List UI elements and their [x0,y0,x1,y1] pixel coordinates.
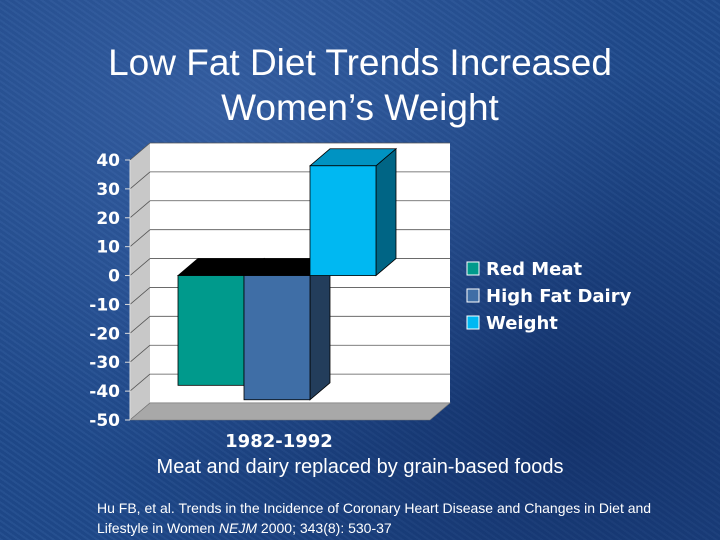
chart-side-wall [130,143,150,420]
gridline-side [129,316,151,334]
gridline-side [129,258,151,276]
bar-front [177,275,245,386]
gridline-side [129,287,151,305]
y-tick-label: 40 [96,151,120,171]
y-tick-label: -30 [89,353,120,373]
gridline-side [129,171,151,190]
slide-subtitle: Meat and dairy replaced by grain-based f… [156,456,564,478]
gridline-side [129,200,151,219]
legend-swatch [466,261,480,276]
bar-weight [308,147,398,277]
y-tick-label: 0 [108,267,120,287]
y-tick-label: -20 [89,324,120,344]
y-tick-label: 10 [96,238,120,258]
title-line-2: Women’s Weight [221,87,499,128]
citation-details: 2000; 343(8): 530-37 [257,520,392,536]
y-axis: 40 30 20 10 0 -10 -20 -30 -40 -50 1982-1992 [89,151,333,452]
bar-front [243,275,311,401]
gridline-side [129,142,151,161]
legend-item: High Fat Dairy [466,286,632,307]
legend-swatch [466,315,480,330]
bar-side [309,257,331,401]
citation-text: Hu FB, et al. Trends in the Incidence of… [97,500,652,536]
x-category-label: 1982-1992 [225,431,333,452]
legend-item: Weight [466,313,558,334]
citation: Hu FB, et al. Trends in the Incidence of… [97,498,697,538]
y-tick-label: -50 [89,411,120,431]
title-line-1: Low Fat Diet Trends Increased [108,42,612,83]
legend-label: Red Meat [486,259,582,280]
legend-item: Red Meat [466,259,582,280]
chart-floor [129,402,451,421]
gridline-side [129,229,151,247]
y-tick-label: 20 [96,209,120,229]
gridline-side [129,373,151,392]
bar-front [309,165,377,276]
legend-label: Weight [486,313,558,334]
gridline-side [129,344,151,363]
y-tick-label: -40 [89,382,120,402]
y-tick-label: 30 [96,180,120,200]
bar-side [375,147,397,277]
citation-journal: NEJM [218,520,258,536]
legend-swatch [466,288,480,303]
y-tick-label: -10 [89,295,120,315]
slide-title: Low Fat Diet Trends Increased Women’s We… [0,40,720,130]
chart-bars [176,147,398,401]
legend-label: High Fat Dairy [486,286,632,307]
chart-legend: Red Meat High Fat Dairy Weight [466,259,632,334]
bar-high-fat-dairy [242,257,332,401]
